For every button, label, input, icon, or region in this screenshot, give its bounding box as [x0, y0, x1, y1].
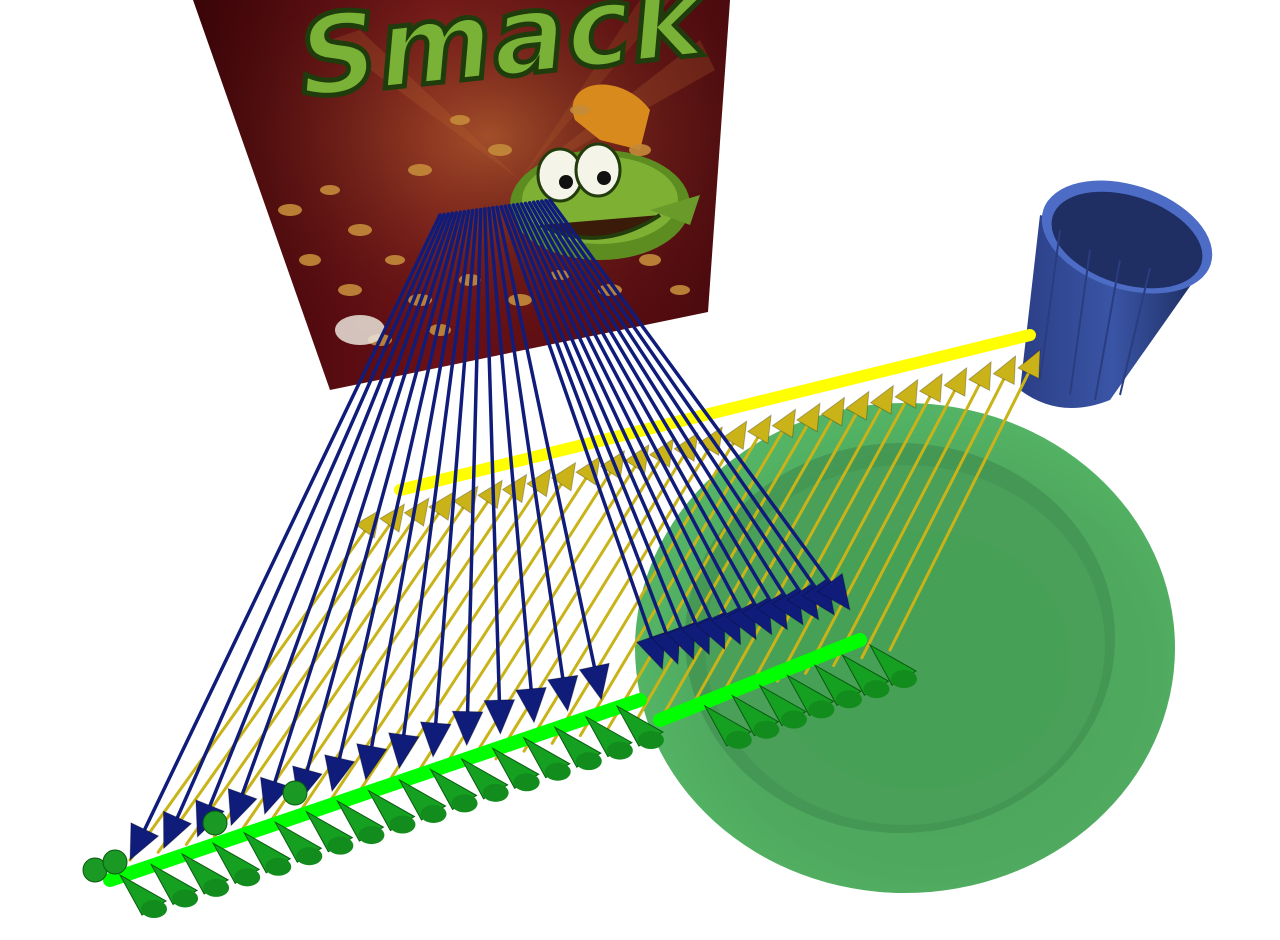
yellow-arrow — [550, 420, 748, 745]
yellow-arrow — [747, 378, 919, 691]
green-cone — [703, 704, 752, 749]
yellow-arrow — [804, 366, 968, 675]
green-cone — [491, 746, 540, 792]
yellow-arrow — [775, 372, 943, 683]
yellow-arrow — [832, 360, 992, 668]
green-cone — [460, 757, 509, 802]
yellow-arrow — [860, 354, 1017, 660]
green-cone — [149, 863, 199, 908]
green-cone — [367, 789, 416, 834]
green-cone — [118, 873, 168, 918]
green-cone — [841, 653, 890, 699]
yellow-arrow — [888, 348, 1041, 652]
yellow-arrow — [719, 384, 894, 699]
blue-arrow — [483, 207, 516, 736]
blue-arrow — [548, 198, 851, 611]
blue-arrow — [324, 209, 467, 793]
green-cone — [273, 820, 323, 866]
blue-arrow — [162, 212, 446, 850]
yellow-arrow — [607, 408, 797, 730]
green-cone — [180, 852, 230, 897]
green-cone — [336, 799, 385, 845]
green-cone — [429, 768, 478, 813]
green-cone — [868, 643, 918, 688]
blue-arrow — [259, 211, 459, 816]
cup — [1020, 180, 1213, 408]
yellow-arrow — [184, 497, 430, 846]
blue-arrow — [487, 206, 548, 724]
green-cone — [615, 704, 664, 750]
green-cone — [553, 725, 602, 771]
green-sphere-marker — [202, 810, 228, 836]
green-cone — [758, 684, 807, 729]
green-sphere-marker — [102, 849, 128, 875]
blue-arrow — [451, 207, 484, 747]
green-cone — [305, 810, 354, 855]
yellow-arrow — [353, 461, 577, 800]
green-cone — [584, 715, 633, 760]
blue-arrow — [491, 206, 579, 713]
green-cone — [731, 694, 780, 739]
green-sphere-marker — [282, 780, 308, 806]
blue-arrow — [387, 208, 475, 770]
blue-direction-arrows — [129, 198, 851, 862]
green-cone — [398, 778, 447, 823]
blue-arrow — [419, 208, 479, 759]
yellow-arrow — [578, 414, 772, 738]
frog-mascot — [510, 84, 700, 260]
blue-arrow — [227, 211, 454, 827]
blue-arrow — [356, 209, 471, 782]
green-gripper-cones — [82, 643, 918, 918]
green-path-bar — [653, 633, 867, 727]
yellow-arrow — [156, 503, 406, 854]
green-cone — [813, 663, 862, 709]
yellow-arrow — [212, 491, 455, 839]
yellow-arrow — [691, 390, 870, 706]
cereal-box: Smack — [193, 0, 730, 390]
green-cone — [211, 842, 261, 887]
green-cone — [242, 831, 292, 876]
green-cone — [522, 736, 571, 781]
blue-arrow — [495, 205, 610, 701]
yellow-grasp-path — [394, 329, 1036, 496]
plate — [635, 403, 1175, 893]
green-cone — [786, 674, 835, 719]
blue-arrow — [129, 213, 442, 862]
green-path-bar — [103, 693, 647, 887]
green-grasp-path — [103, 633, 867, 887]
yellow-path-bar — [394, 329, 1036, 496]
